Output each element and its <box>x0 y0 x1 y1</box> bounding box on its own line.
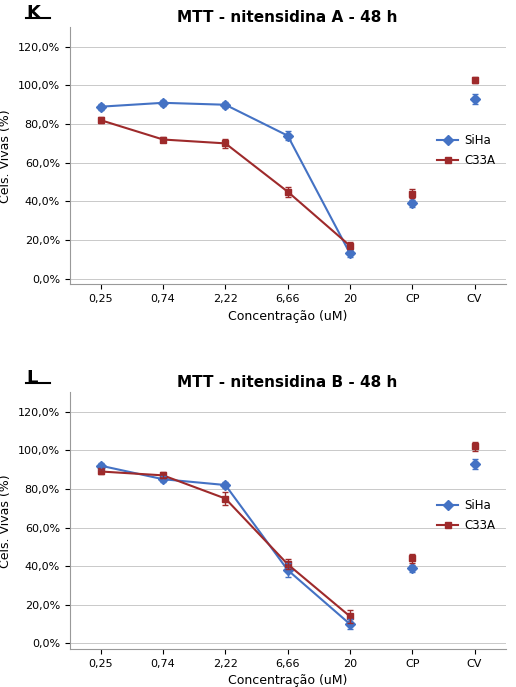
Text: K: K <box>26 4 40 23</box>
Text: L: L <box>26 369 38 387</box>
Y-axis label: Cels. Vivas (%): Cels. Vivas (%) <box>0 109 12 203</box>
Legend: SiHa, C33A: SiHa, C33A <box>432 495 500 537</box>
X-axis label: Concentração (uM): Concentração (uM) <box>228 310 347 323</box>
Legend: SiHa, C33A: SiHa, C33A <box>432 130 500 172</box>
X-axis label: Concentração (uM): Concentração (uM) <box>228 675 347 687</box>
Y-axis label: Cels. Vivas (%): Cels. Vivas (%) <box>0 474 12 567</box>
Title: MTT - nitensidina A - 48 h: MTT - nitensidina A - 48 h <box>178 10 398 25</box>
Title: MTT - nitensidina B - 48 h: MTT - nitensidina B - 48 h <box>178 374 398 390</box>
